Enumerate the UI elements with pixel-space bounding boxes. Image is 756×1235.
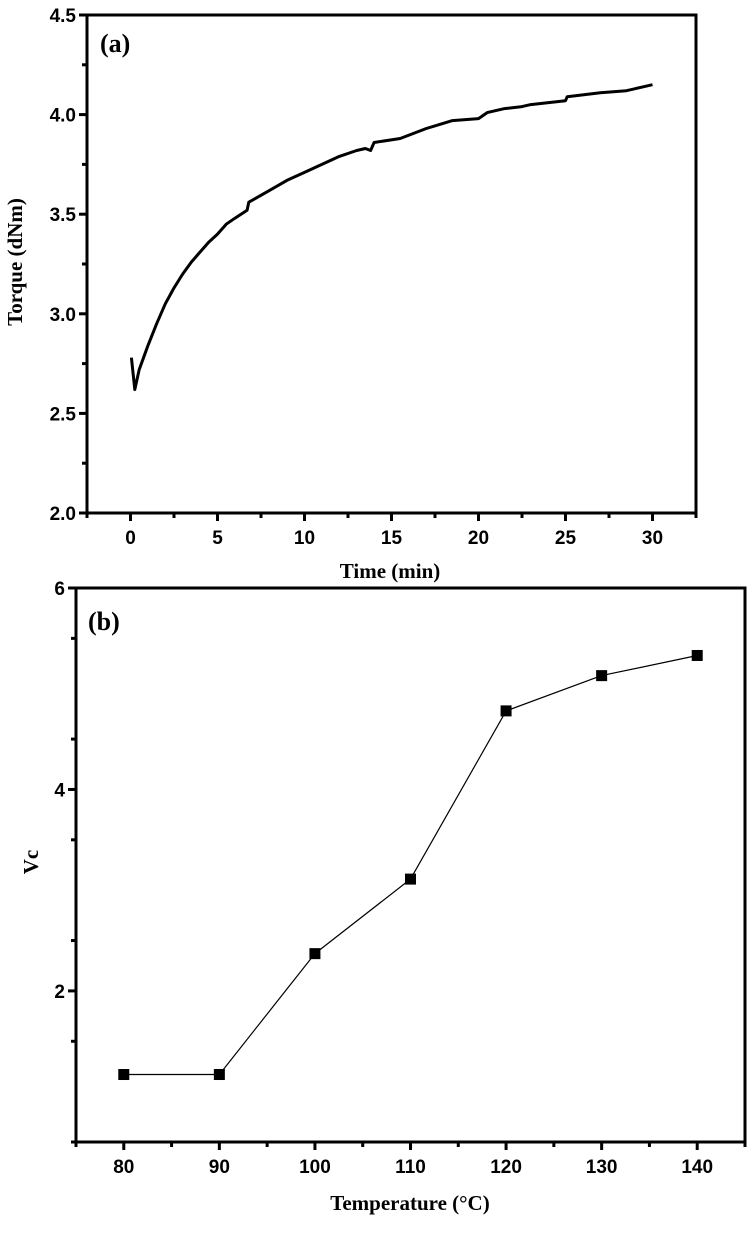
y-tick-label: 2 [54,982,65,1003]
data-point-marker [118,1069,130,1081]
plot-frame [85,13,698,515]
series-line [123,654,698,1076]
x-tick-label: 90 [209,1157,230,1178]
x-tick-label: 140 [681,1157,713,1178]
x-tick-label: 0 [125,528,136,549]
y-tick-label: 6 [54,579,65,600]
y-tick-label: 3.0 [50,305,76,326]
series-line [129,83,653,391]
x-tick-label: 110 [395,1157,426,1178]
plot-frame [74,586,747,1144]
y-tick-label: 4.5 [50,6,77,27]
y-axis-title-b: Vc [19,850,43,875]
data-point-marker [309,948,321,960]
panel-label-a: (a) [100,29,130,58]
x-tick-label: 120 [490,1157,522,1178]
y-tick-label: 4 [54,780,65,801]
data-point-marker [691,649,703,661]
y-axis-title-a: Torque (dNm) [3,198,27,326]
x-tick-label: 20 [468,528,489,549]
x-tick-label: 10 [294,528,315,549]
x-axis-title-b: Temperature (°C) [330,1191,489,1215]
y-tick-label: 2.5 [50,404,77,425]
chart-a: (a) Time (min) Torque (dNm) 0 5 10 15 20 25 30… [3,6,698,583]
x-tick-label: 30 [642,528,663,549]
data-point-marker [213,1069,225,1081]
chart-b: (b) Temperature (°C) Vc 80 90 100 110 120 130… [19,579,747,1215]
data-point-marker [405,873,416,885]
y-tick-label: 3.5 [50,205,77,226]
x-tick-label: 25 [555,528,577,549]
x-tick-label: 5 [212,528,223,549]
data-point-marker [596,670,608,682]
data-point-marker [500,705,512,717]
x-tick-label: 130 [586,1157,618,1178]
x-axis-title-a: Time (min) [340,559,441,583]
y-tick-label: 2.0 [50,504,76,525]
x-tick-label: 15 [381,528,403,549]
x-tick-label: 80 [113,1157,134,1178]
panel-label-b: (b) [88,607,120,636]
y-tick-label: 4.0 [50,106,76,127]
x-tick-label: 100 [299,1157,331,1178]
